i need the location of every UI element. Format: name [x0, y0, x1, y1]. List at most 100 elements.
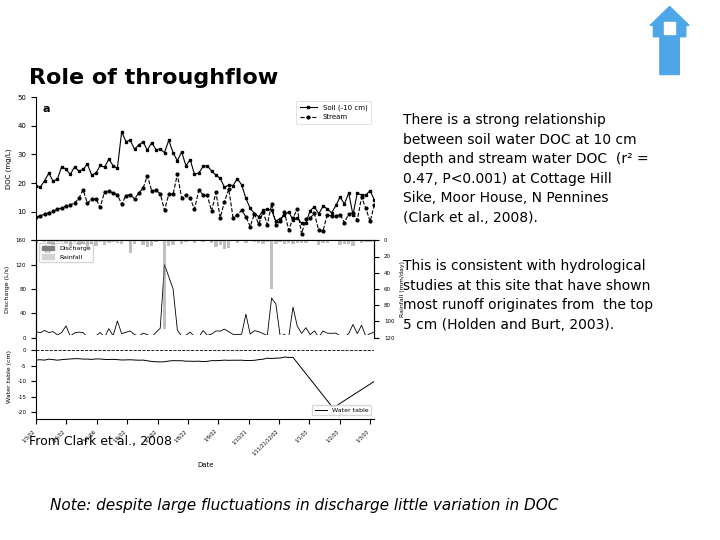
Bar	[360, 240, 364, 243]
Soil (-10 cm)	[370, 197, 379, 204]
Soil (-10 cm)	[297, 220, 306, 226]
Bar	[244, 240, 248, 243]
Bar	[300, 240, 303, 244]
Text: This is consistent with hydrological
studies at this site that have shown
most r: This is consistent with hydrological stu…	[403, 259, 653, 332]
Water table	[340, 397, 348, 404]
Bar	[137, 240, 140, 241]
Bar	[107, 240, 110, 243]
Soil (-10 cm)	[340, 201, 348, 207]
Y-axis label: Water table (cm): Water table (cm)	[6, 350, 12, 403]
Bar	[248, 240, 252, 241]
Bar	[347, 240, 351, 244]
Bar	[215, 240, 217, 247]
Bar	[240, 240, 243, 241]
Bar	[77, 240, 81, 245]
Bar	[351, 240, 355, 246]
Water table	[328, 403, 336, 409]
Bar	[99, 240, 102, 242]
Bar	[171, 240, 175, 245]
Bar	[266, 240, 269, 242]
Text: UNIVERSITY OF LEEDS: UNIVERSITY OF LEEDS	[518, 48, 693, 62]
Bar	[129, 240, 132, 253]
Water table	[181, 358, 190, 365]
Soil (-10 cm)	[186, 157, 194, 163]
Bar	[274, 240, 278, 244]
Bar	[279, 240, 282, 241]
Bar	[86, 240, 89, 249]
Bar	[145, 240, 149, 247]
Text: From Clark et al., 2008: From Clark et al., 2008	[29, 435, 172, 449]
Stream	[370, 201, 379, 208]
Bar	[231, 240, 235, 241]
Soil (-10 cm)	[267, 207, 276, 214]
Water table	[280, 354, 289, 360]
Bar	[64, 240, 68, 243]
Bar	[150, 240, 153, 246]
Bar	[338, 240, 342, 245]
Text: water@leeds: water@leeds	[22, 43, 184, 66]
Bar	[132, 240, 136, 245]
Water table	[263, 355, 271, 361]
Bar	[218, 240, 222, 245]
Bar	[210, 240, 213, 243]
Bar	[43, 240, 46, 242]
Bar	[73, 240, 76, 242]
Bar	[364, 240, 367, 241]
Bar	[270, 240, 274, 289]
Stream	[242, 213, 251, 220]
Bar	[120, 240, 123, 244]
Bar	[325, 240, 329, 242]
Bar	[193, 240, 196, 243]
Legend: Soil (-10 cm), Stream: Soil (-10 cm), Stream	[297, 100, 371, 124]
Bar	[154, 240, 158, 242]
Bar	[51, 240, 55, 245]
Bar	[116, 240, 119, 244]
Bar	[253, 240, 256, 242]
Line: Soil (-10 cm): Soil (-10 cm)	[35, 130, 376, 225]
Legend: Discharge, Rainfall: Discharge, Rainfall	[39, 244, 94, 262]
Bar	[90, 240, 94, 245]
Bar	[141, 240, 145, 245]
Bar	[317, 240, 320, 246]
Text: There is a strong relationship
between soil water DOC at 10 cm
depth and stream : There is a strong relationship between s…	[403, 113, 649, 225]
Bar	[184, 240, 188, 242]
Polygon shape	[650, 6, 689, 75]
Line: Stream: Stream	[35, 173, 376, 235]
Water table	[233, 357, 242, 363]
Soil (-10 cm)	[242, 195, 251, 202]
Bar	[47, 240, 50, 244]
Bar	[296, 240, 299, 242]
Water table	[32, 357, 40, 363]
Text: Role of throughflow: Role of throughflow	[29, 68, 278, 87]
Line: Water table: Water table	[36, 357, 374, 406]
Legend: Water table: Water table	[312, 405, 372, 415]
Text: Note: despite large fluctuations in discharge little variation in DOC: Note: despite large fluctuations in disc…	[50, 498, 559, 514]
Stream	[254, 221, 263, 227]
Text: b: b	[42, 245, 50, 255]
Bar	[202, 240, 204, 242]
Bar	[81, 240, 85, 244]
Bar	[35, 240, 37, 244]
Bar	[222, 240, 226, 249]
Soil (-10 cm)	[117, 129, 126, 135]
Bar	[68, 240, 72, 247]
Bar	[343, 240, 346, 244]
Y-axis label: DOC (mg/L): DOC (mg/L)	[5, 148, 12, 189]
Bar	[321, 240, 325, 242]
X-axis label: Date: Date	[197, 462, 213, 468]
Bar	[261, 240, 265, 244]
Bar	[369, 240, 372, 241]
Text: a: a	[42, 104, 50, 114]
Bar	[235, 240, 239, 242]
Y-axis label: Discharge (L/s): Discharge (L/s)	[5, 265, 10, 313]
Bar	[55, 240, 59, 242]
Bar	[103, 240, 107, 246]
Bar	[292, 240, 294, 244]
Bar	[287, 240, 290, 243]
Bar	[304, 240, 307, 243]
Polygon shape	[665, 22, 675, 35]
Bar	[330, 240, 333, 241]
Bar	[60, 240, 63, 242]
Stream	[340, 219, 348, 226]
Stream	[297, 231, 306, 237]
